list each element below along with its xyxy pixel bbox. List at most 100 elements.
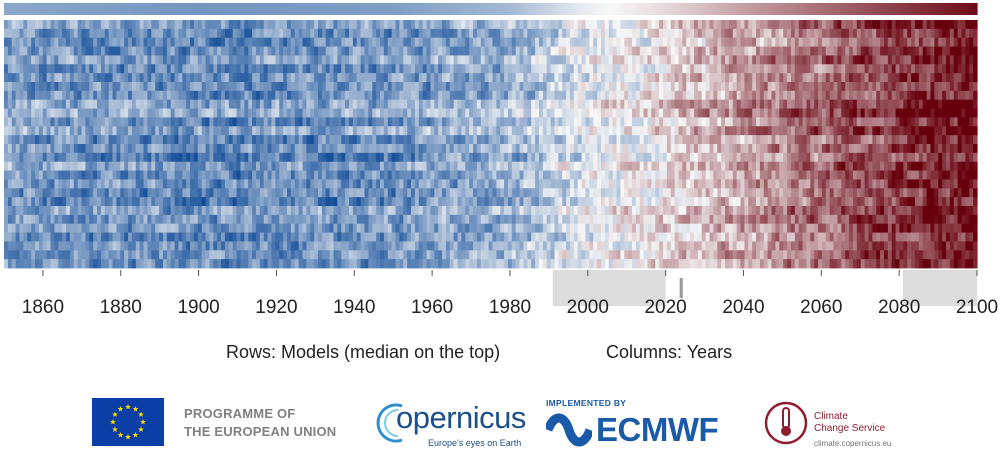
model-cell [66, 73, 71, 83]
model-cell [511, 90, 517, 101]
model-cell [147, 37, 152, 47]
model-cell [488, 126, 494, 136]
model-cell [818, 126, 823, 136]
model-cell [426, 99, 432, 109]
model-cell [112, 144, 118, 154]
model-cell [833, 46, 839, 56]
model-cell [383, 20, 389, 30]
model-cell [11, 144, 17, 154]
model-cell [562, 37, 567, 47]
model-cell [589, 179, 594, 189]
model-cell [162, 152, 168, 163]
model-cell [35, 161, 40, 171]
model-cell [856, 28, 862, 39]
model-cell [414, 144, 420, 154]
model-cell [403, 126, 408, 136]
model-cell [775, 108, 780, 118]
model-cell [345, 46, 350, 56]
model-cell [887, 108, 893, 118]
model-cell [170, 144, 176, 154]
model-cell [186, 179, 191, 189]
model-cell [263, 144, 269, 154]
model-cell [201, 126, 207, 136]
model-cell [356, 126, 362, 136]
model-cell [445, 64, 451, 74]
model-cell [213, 117, 218, 127]
model-cell [686, 46, 691, 56]
model-cell [639, 152, 645, 163]
model-cell [969, 20, 974, 30]
model-cell [775, 152, 780, 163]
model-cell [589, 152, 594, 163]
model-cell [678, 99, 683, 109]
model-cell [128, 73, 133, 83]
model-cell [310, 144, 315, 154]
model-cell [709, 73, 714, 83]
model-cell [193, 108, 199, 118]
model-cell [426, 28, 432, 39]
model-cell [263, 135, 269, 145]
model-cell [170, 64, 176, 74]
model-cell [829, 161, 835, 171]
model-cell [403, 90, 408, 101]
model-cell [162, 28, 168, 39]
model-cell [771, 117, 777, 127]
model-cell [85, 117, 90, 127]
model-cell [678, 179, 683, 189]
model-cell [907, 117, 912, 127]
model-cell [678, 55, 683, 65]
model-cell [162, 73, 168, 83]
model-cell [942, 28, 947, 39]
model-cell [926, 37, 932, 47]
model-cell [806, 161, 811, 171]
model-cell [213, 161, 218, 171]
model-cell [283, 46, 288, 56]
model-cell [721, 108, 726, 118]
model-cell [721, 152, 726, 163]
model-cell [511, 117, 517, 127]
model-cell [131, 37, 137, 47]
model-cell [562, 99, 567, 109]
model-cell [922, 161, 928, 171]
model-cell [438, 37, 443, 47]
model-cell [759, 161, 765, 171]
model-cell [527, 117, 532, 127]
model-cell [674, 28, 680, 39]
model-cell [383, 161, 389, 171]
model-cell [841, 99, 846, 109]
model-cell [131, 46, 137, 56]
model-cell [360, 152, 366, 163]
model-cell [535, 37, 540, 47]
model-cell [624, 179, 629, 189]
model-cell [248, 64, 253, 74]
model-cell [798, 170, 804, 180]
model-cell [616, 64, 621, 74]
model-cell [876, 73, 881, 83]
model-cell [368, 179, 373, 189]
model-cell [174, 28, 180, 39]
model-cell [356, 37, 362, 47]
model-cell [58, 90, 63, 101]
model-cell [442, 55, 447, 65]
model-cell [283, 117, 288, 127]
model-cell [411, 152, 416, 163]
model-cell [31, 37, 36, 47]
model-cell [818, 99, 823, 109]
model-cell [814, 108, 819, 118]
model-cell [128, 20, 133, 30]
model-cell [573, 20, 579, 30]
model-cell [938, 28, 943, 39]
model-cell [573, 135, 579, 145]
model-cell [376, 135, 381, 145]
model-cell [403, 144, 408, 154]
model-cell [965, 82, 970, 92]
model-cell [775, 55, 780, 65]
model-cell [352, 90, 358, 101]
model-cell [182, 73, 187, 83]
model-cell [271, 99, 276, 109]
model-cell [953, 161, 959, 171]
model-cell [496, 28, 501, 39]
model-cell [205, 37, 211, 47]
model-cell [399, 20, 404, 30]
model-cell [473, 126, 478, 136]
